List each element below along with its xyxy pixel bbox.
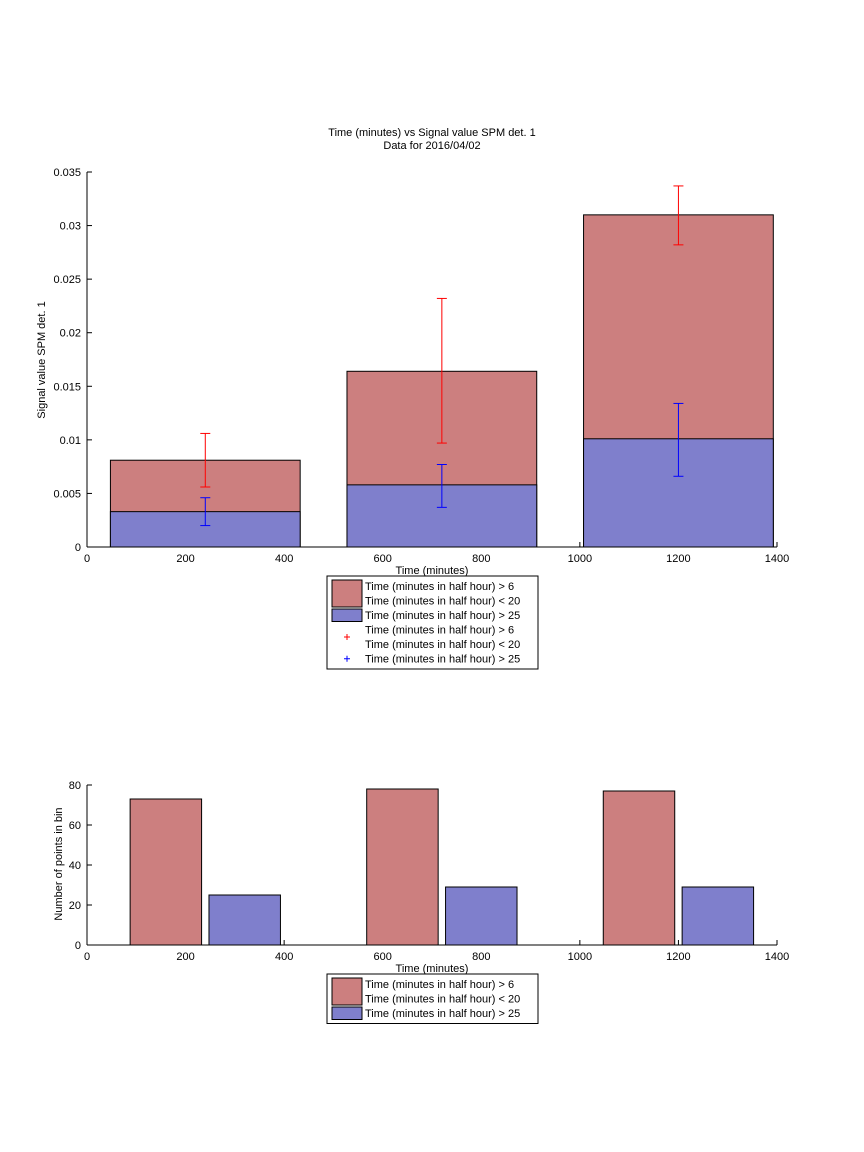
chart1-x-tick-label: 800	[472, 553, 490, 565]
chart2-xlabel: Time (minutes)	[396, 963, 469, 975]
chart1-ylabel: Signal value SPM det. 1	[36, 301, 48, 418]
chart2-bar-series1	[602, 790, 676, 946]
chart1-x-tick-label: 600	[374, 553, 392, 565]
chart2-x-tick-label: 400	[275, 951, 293, 963]
chart1-y-tick-label: 0.03	[60, 221, 81, 233]
chart1-x-tick-label: 1200	[666, 553, 690, 565]
chart2-y-tick-label: 40	[69, 860, 81, 872]
legend-entry-label: Time (minutes in half hour) > 25	[365, 610, 520, 622]
chart1-x-tick-label: 1000	[568, 553, 592, 565]
legend-swatch	[331, 977, 363, 1006]
chart2-ylabel: Number of points in bin	[53, 807, 65, 920]
chart2-x-tick-label: 200	[176, 951, 194, 963]
legend-entry-label: Time (minutes in half hour) > 6	[365, 625, 514, 637]
chart1-y-tick-label: 0.01	[60, 435, 81, 447]
chart2-x-tick-label: 600	[374, 951, 392, 963]
legend-swatch	[331, 1006, 363, 1020]
legend-entry-label: Time (minutes in half hour) < 20	[365, 994, 520, 1006]
chart1-x-tick-label: 0	[84, 553, 90, 565]
chart1-plot-area: 0 200 400 600 800 1000 1200 1400 0 0.005 0.01 0.015…	[53, 167, 789, 565]
legend-entry-label: Time (minutes in half hour) < 20	[365, 639, 520, 651]
chart1-y-tick-label: 0.025	[53, 274, 81, 286]
chart2-bar-series2	[445, 886, 518, 946]
chart1-legend: Time (minutes in half hour) > 6 Time (min…	[326, 575, 539, 670]
chart2-x-tick-label: 1000	[568, 951, 592, 963]
chart1-y-tick-label: 0.015	[53, 381, 81, 393]
chart1-y-tick-label: 0.02	[60, 328, 81, 340]
chart2-y-tick-label: 80	[69, 780, 81, 792]
chart1-x-tick-label: 200	[176, 553, 194, 565]
chart1-x-tick-label: 1400	[765, 553, 789, 565]
chart1-title: Time (minutes) vs Signal value SPM det. …	[328, 127, 535, 139]
chart1-subtitle: Data for 2016/04/02	[383, 140, 480, 152]
chart2-bar-series1	[129, 798, 203, 946]
legend-swatch	[331, 579, 363, 608]
chart1-x-tick-label: 400	[275, 553, 293, 565]
chart2-y-tick-label: 0	[75, 940, 81, 952]
chart1-xlabel: Time (minutes)	[396, 565, 469, 577]
chart2-y-tick-label: 60	[69, 820, 81, 832]
chart2-bar-series1	[366, 788, 439, 946]
chart2-bar-series2	[208, 894, 281, 946]
chart2-plot-area: 0 200 400 600 800 1000 1200 1400 0 20 40 60 80	[69, 780, 789, 963]
legend-entry-label: Time (minutes in half hour) > 25	[365, 1008, 520, 1020]
chart2-legend: Time (minutes in half hour) > 6 Time (min…	[326, 973, 539, 1024]
chart2-x-tick-label: 0	[84, 951, 90, 963]
chart1-y-tick-label: 0.035	[53, 167, 81, 179]
chart2-x-tick-label: 800	[472, 951, 490, 963]
chart2-y-tick-label: 20	[69, 900, 81, 912]
legend-entry-label: Time (minutes in half hour) > 25	[365, 654, 520, 666]
chart1-y-tick-label: 0	[75, 542, 81, 554]
chart2-bar-series2	[681, 886, 755, 946]
chart2-x-tick-label: 1400	[765, 951, 789, 963]
legend-entry-label: Time (minutes in half hour) > 6	[365, 581, 514, 593]
legend-swatch	[331, 608, 363, 622]
chart1-y-tick-label: 0.005	[53, 488, 81, 500]
chart2-x-tick-label: 1200	[666, 951, 690, 963]
legend-entry-label: Time (minutes in half hour) < 20	[365, 596, 520, 608]
legend-entry-label: Time (minutes in half hour) > 6	[365, 979, 514, 991]
